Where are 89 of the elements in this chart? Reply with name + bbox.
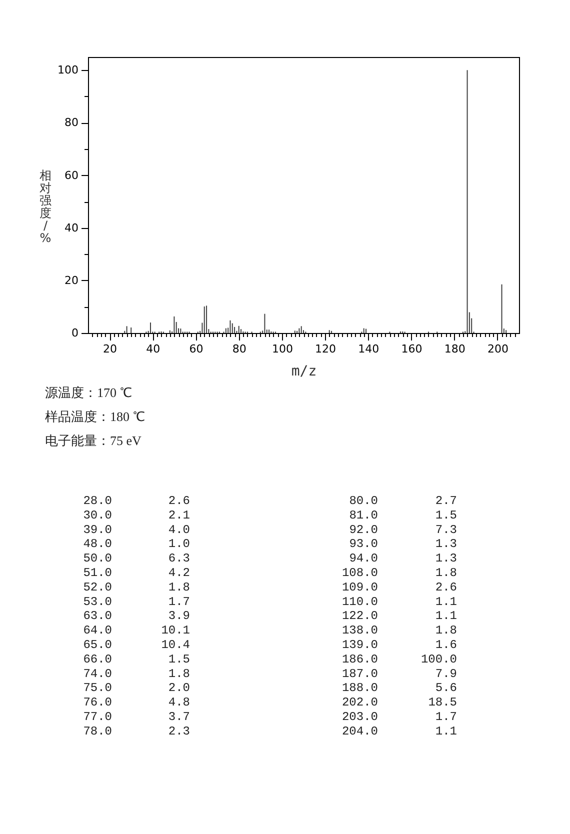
x-tick-label: 180 xyxy=(444,342,466,356)
y-tick-label: 20 xyxy=(64,274,78,287)
text: 202.0 xyxy=(342,696,378,710)
text: 2.7 xyxy=(435,494,457,508)
text: 53.0 xyxy=(83,594,112,609)
text: 81.0 xyxy=(349,508,378,522)
text: 样品温度：180 ℃ xyxy=(45,409,145,424)
x-tick-label: 20 xyxy=(103,342,118,356)
text: 93.0 xyxy=(349,537,378,552)
text: 1.1 xyxy=(435,594,457,609)
x-tick-label: 100 xyxy=(272,342,293,356)
text: 76.0 xyxy=(83,696,112,710)
y-tick-label: 0 xyxy=(72,326,78,340)
text: 28.0 xyxy=(83,494,112,508)
text: 2.1 xyxy=(168,508,190,522)
text: 77.0 xyxy=(83,710,112,724)
text: 2.0 xyxy=(168,681,190,696)
y-axis-title: 相对强度/% xyxy=(40,168,52,245)
text: 74.0 xyxy=(83,666,112,681)
text: 48.0 xyxy=(83,537,112,552)
text: 4.2 xyxy=(168,566,190,580)
text: 1.5 xyxy=(168,652,190,666)
text: 1.1 xyxy=(435,724,457,738)
text: 122.0 xyxy=(342,609,378,624)
text: 6.3 xyxy=(168,552,190,566)
text: 80.0 xyxy=(349,494,378,508)
x-tick-label: 60 xyxy=(189,342,204,356)
y-tick-label: 40 xyxy=(64,221,78,234)
x-axis-title: m/z xyxy=(291,364,317,380)
text: 4.0 xyxy=(168,522,190,537)
text: 10.4 xyxy=(161,638,190,652)
text: 源温度：170 ℃ xyxy=(45,385,132,400)
text: 138.0 xyxy=(342,624,378,638)
text: 92.0 xyxy=(349,522,378,537)
text: 1.7 xyxy=(168,594,190,609)
text: 39.0 xyxy=(83,522,112,537)
text: 1.5 xyxy=(435,508,457,522)
text: 65.0 xyxy=(83,638,112,652)
text: 4.8 xyxy=(168,696,190,710)
text: 7.9 xyxy=(435,666,457,681)
text: 1.3 xyxy=(435,552,457,566)
text: 75.0 xyxy=(83,681,112,696)
text: 1.1 xyxy=(435,609,457,624)
text: 50.0 xyxy=(83,552,112,566)
text: 1.8 xyxy=(435,566,457,580)
text: 1.3 xyxy=(435,537,457,552)
text: 63.0 xyxy=(83,609,112,624)
text: 52.0 xyxy=(83,580,112,594)
x-tick-label: 140 xyxy=(358,342,380,356)
text: 110.0 xyxy=(342,594,378,609)
text: 78.0 xyxy=(83,724,112,738)
text: 51.0 xyxy=(83,566,112,580)
text: 1.7 xyxy=(435,710,457,724)
text: 3.7 xyxy=(168,710,190,724)
text: 3.9 xyxy=(168,609,190,624)
text: 1.8 xyxy=(435,624,457,638)
text: 1.8 xyxy=(168,580,190,594)
text: 1.0 xyxy=(168,537,190,552)
x-tick-label: 80 xyxy=(232,342,246,356)
text: 电子能量：75 eV xyxy=(45,433,142,448)
text: 30.0 xyxy=(83,508,112,522)
text: 108.0 xyxy=(342,566,378,580)
text: 100.0 xyxy=(420,652,457,666)
x-tick-label: 120 xyxy=(315,342,336,356)
text: 64.0 xyxy=(83,624,112,638)
x-tick-label: 160 xyxy=(401,342,422,356)
text: 7.3 xyxy=(435,522,457,537)
x-tick-label: 40 xyxy=(146,342,160,356)
text: 10.1 xyxy=(161,624,190,638)
text: 1.6 xyxy=(435,638,457,652)
y-tick-label: 80 xyxy=(64,116,78,130)
text: 66.0 xyxy=(83,652,112,666)
text: 2.6 xyxy=(435,580,457,594)
text: 1.8 xyxy=(168,666,190,681)
text: 186.0 xyxy=(342,652,378,666)
text: 204.0 xyxy=(342,724,378,738)
text: 2.6 xyxy=(168,494,190,508)
x-tick-label: 200 xyxy=(487,342,508,356)
text: 2.3 xyxy=(168,724,190,738)
text: 188.0 xyxy=(342,681,378,696)
y-tick-label: 60 xyxy=(64,168,78,182)
y-tick-label: 100 xyxy=(58,64,78,77)
text: 187.0 xyxy=(342,666,378,681)
text: 18.5 xyxy=(428,696,457,710)
text: 139.0 xyxy=(342,638,378,652)
text: 203.0 xyxy=(342,710,378,724)
text: 109.0 xyxy=(342,580,378,594)
text: 94.0 xyxy=(349,552,378,566)
text: 5.6 xyxy=(435,681,457,696)
